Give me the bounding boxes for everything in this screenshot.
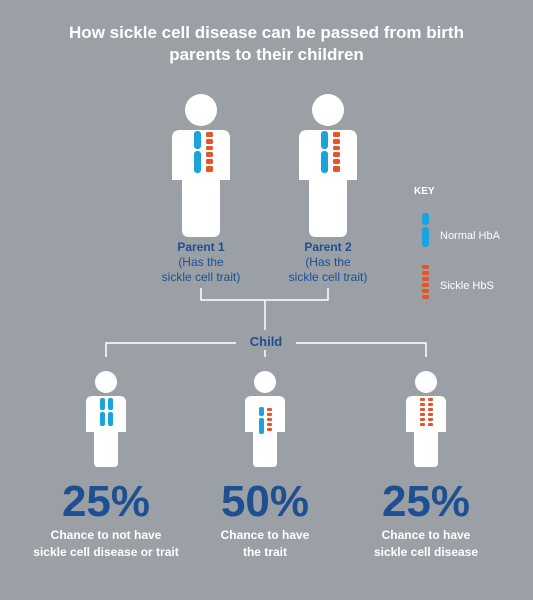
parent-2-sickle-chromosome <box>333 132 340 172</box>
child-2-description: Chance to have the trait <box>180 527 350 561</box>
parent-2-name: Parent 2 <box>304 240 352 254</box>
child-3-description-line-2: sickle cell disease <box>373 545 479 559</box>
child-2-normal-chromosome <box>259 407 264 434</box>
parent-1-normal-chromosome <box>194 131 201 173</box>
parent-1-sickle-chromosome <box>206 132 213 172</box>
key-normal-hba-icon <box>422 213 429 247</box>
child-2-figure <box>245 371 285 467</box>
key-title: KEY <box>414 186 435 197</box>
parent-2-normal-chromosome <box>321 131 328 173</box>
key-sickle-hbs-label: Sickle HbS <box>440 280 494 292</box>
child-1-description-line-2: sickle cell disease or trait <box>33 545 179 559</box>
child-3-description-line-1: Chance to have <box>381 528 471 542</box>
child-1-description: Chance to not have sickle cell disease o… <box>21 527 191 561</box>
child-2-description-line-1: Chance to have <box>220 528 310 542</box>
child-1-percent: 25% <box>61 477 151 526</box>
child-label: Child <box>236 334 296 349</box>
title-line-1: How sickle cell disease can be passed fr… <box>69 23 464 42</box>
child-2-percent: 50% <box>220 477 310 526</box>
child-3-description: Chance to have sickle cell disease <box>341 527 511 561</box>
child-3-sickle-chromosome-a <box>420 398 425 426</box>
child-3-sickle-chromosome-b <box>428 398 433 426</box>
parent-2-status-line-1: (Has the <box>305 255 351 269</box>
parent-1-name: Parent 1 <box>177 240 225 254</box>
child-1-description-line-1: Chance to not have <box>50 528 162 542</box>
infographic-title: How sickle cell disease can be passed fr… <box>0 22 533 66</box>
parent-1-status-line-1: (Has the <box>178 255 224 269</box>
child-3-percent: 25% <box>381 477 471 526</box>
parent-1-label: Parent 1 (Has the sickle cell trait) <box>141 240 261 285</box>
key-sickle-hbs-icon <box>422 265 429 299</box>
title-line-2: parents to their children <box>169 45 364 64</box>
child-1-normal-chromosome-b <box>108 398 113 426</box>
parent-1-status-line-2: sickle cell trait) <box>161 270 241 284</box>
parent-1-figure <box>172 94 230 237</box>
child-1-figure <box>86 371 126 467</box>
parent-2-figure <box>299 94 357 237</box>
parent-2-label: Parent 2 (Has the sickle cell trait) <box>268 240 388 285</box>
child-2-sickle-chromosome <box>267 408 272 431</box>
parent-2-status-line-2: sickle cell trait) <box>288 270 368 284</box>
child-2-description-line-2: the trait <box>242 545 287 559</box>
child-1-normal-chromosome-a <box>100 398 105 426</box>
inheritance-connector <box>105 288 427 357</box>
child-3-figure <box>406 371 446 467</box>
key-normal-hba-label: Normal HbA <box>440 230 500 242</box>
